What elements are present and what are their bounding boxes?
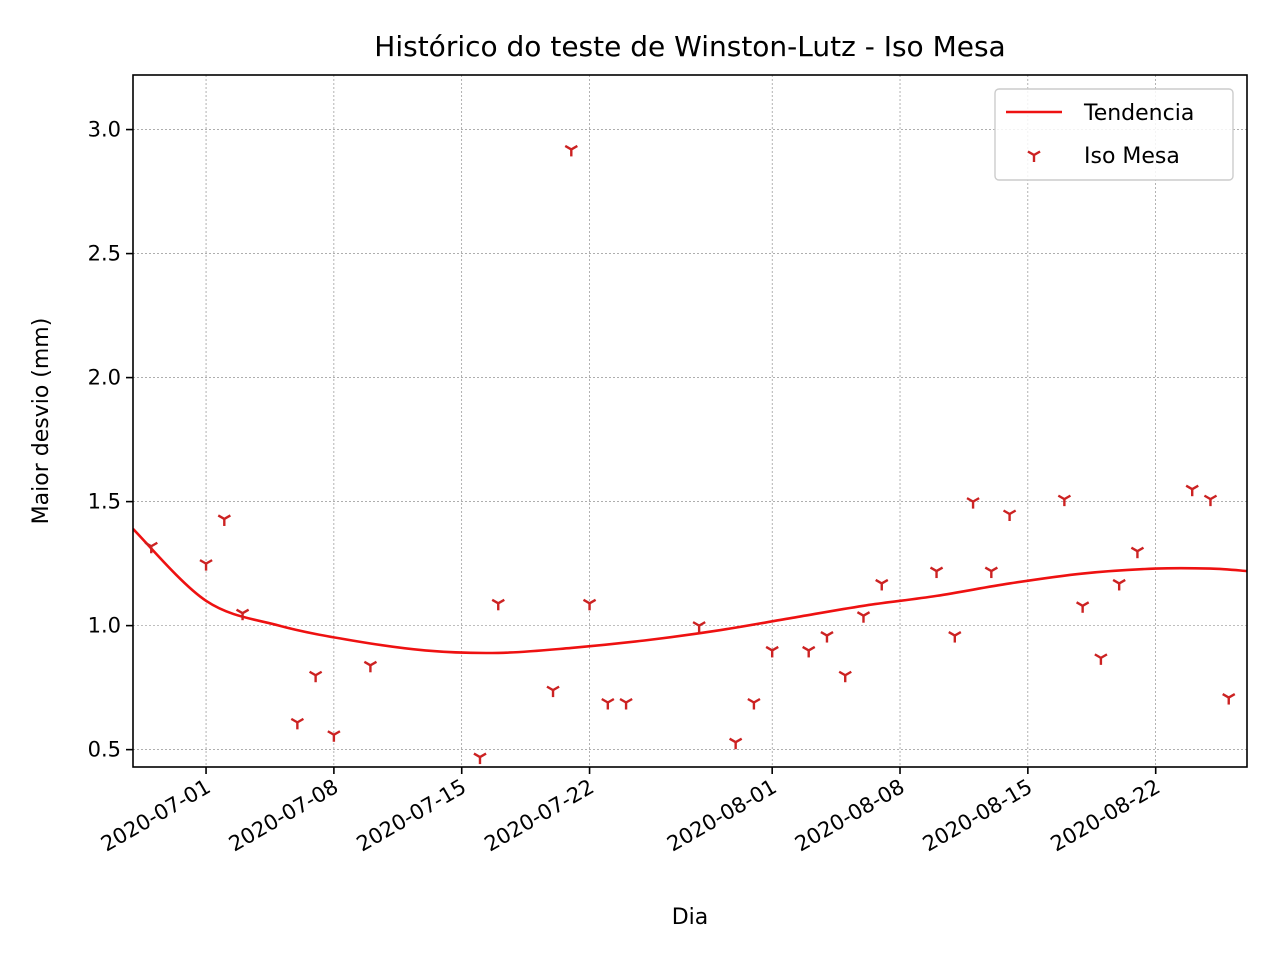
y-tick-label: 1.0 <box>88 614 121 638</box>
data-point <box>1094 653 1108 665</box>
y-tick-label: 2.5 <box>88 242 121 266</box>
data-point <box>546 685 560 698</box>
data-point <box>929 566 944 579</box>
data-point <box>327 730 341 742</box>
data-point <box>199 559 213 571</box>
data-point <box>144 541 158 554</box>
data-point <box>820 631 834 643</box>
x-axis-label: Dia <box>672 905 709 930</box>
data-point <box>875 578 889 591</box>
chart-title: Histórico do teste de Winston-Lutz - Iso… <box>374 30 1005 63</box>
grid <box>133 75 1247 767</box>
data-point <box>473 752 487 765</box>
data-point <box>948 631 962 643</box>
y-axis: 0.5 1.0 1.5 2.0 2.5 3.0 <box>88 118 133 762</box>
data-point <box>619 697 633 710</box>
data-point <box>1112 578 1126 591</box>
data-point <box>601 697 615 710</box>
data-point <box>491 598 505 611</box>
data-point <box>1002 509 1017 522</box>
y-axis-label: Maior desvio (mm) <box>29 318 54 525</box>
data-point <box>235 608 250 621</box>
y-tick-label: 0.5 <box>88 738 121 762</box>
y-tick-label: 1.5 <box>88 490 121 514</box>
data-point <box>966 497 980 509</box>
data-point <box>1057 494 1072 507</box>
data-point <box>856 611 871 623</box>
data-point <box>728 737 743 750</box>
legend-marker-swatch <box>1027 150 1041 162</box>
data-point <box>1185 484 1199 497</box>
data-point <box>692 621 706 633</box>
data-point <box>290 717 305 730</box>
y-tick-label: 3.0 <box>88 118 121 142</box>
plot-frame <box>132 74 1248 768</box>
data-point <box>308 670 323 683</box>
data-point <box>838 670 852 683</box>
legend-label-tendencia: Tendencia <box>1083 101 1194 126</box>
data-point <box>582 598 597 611</box>
data-point <box>217 514 231 526</box>
data-point <box>1203 494 1218 507</box>
data-point <box>765 645 779 658</box>
data-point <box>802 645 816 658</box>
y-tick-label: 2.0 <box>88 366 121 390</box>
legend: Tendencia Iso Mesa <box>994 88 1234 181</box>
data-point <box>1222 693 1236 705</box>
data-point <box>1075 601 1090 613</box>
data-point <box>363 660 378 673</box>
legend-label-iso-mesa: Iso Mesa <box>1084 144 1180 169</box>
data-point <box>747 697 761 710</box>
data-point <box>984 566 998 579</box>
data-point <box>1130 546 1145 559</box>
series-line-tendencia <box>133 527 1247 655</box>
data-point <box>564 144 578 157</box>
plot-content <box>133 144 1247 765</box>
